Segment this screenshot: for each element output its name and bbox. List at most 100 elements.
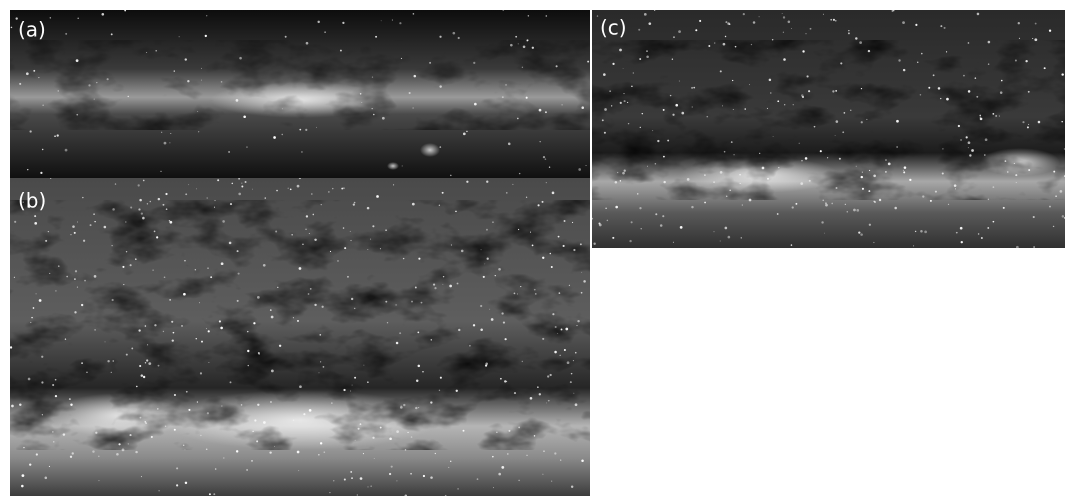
- star: [576, 325, 577, 326]
- star: [735, 46, 737, 48]
- star: [151, 436, 153, 438]
- star: [314, 239, 316, 241]
- star: [99, 480, 100, 481]
- star: [639, 58, 641, 60]
- star: [946, 51, 947, 52]
- star: [344, 247, 346, 249]
- star: [866, 119, 867, 120]
- star: [1014, 163, 1015, 164]
- star: [115, 183, 116, 184]
- star: [979, 115, 981, 117]
- star: [223, 458, 224, 459]
- star: [131, 348, 133, 350]
- star: [896, 146, 897, 147]
- star: [39, 299, 42, 302]
- star: [329, 492, 330, 493]
- star: [903, 69, 905, 71]
- star: [185, 58, 187, 60]
- star: [873, 242, 874, 243]
- star: [827, 157, 828, 158]
- star: [185, 482, 187, 484]
- star: [376, 195, 379, 198]
- star: [350, 240, 351, 241]
- star: [94, 221, 95, 222]
- star: [31, 317, 32, 318]
- star: [124, 10, 126, 12]
- star: [802, 50, 804, 52]
- star: [74, 311, 76, 313]
- star: [518, 480, 520, 482]
- star: [414, 75, 417, 78]
- star: [361, 102, 362, 103]
- star: [367, 249, 368, 250]
- star: [306, 215, 308, 217]
- star: [777, 213, 779, 215]
- star: [833, 19, 835, 21]
- star: [42, 149, 43, 150]
- star: [154, 231, 156, 233]
- star: [174, 429, 176, 431]
- star: [206, 15, 207, 16]
- star: [70, 404, 72, 406]
- star: [350, 390, 351, 391]
- star: [185, 449, 186, 450]
- star: [238, 193, 241, 196]
- star: [534, 289, 536, 291]
- star: [435, 453, 436, 454]
- star: [987, 227, 989, 229]
- star: [297, 185, 300, 188]
- star: [122, 449, 125, 452]
- star: [308, 293, 310, 295]
- star: [324, 32, 325, 33]
- star: [457, 283, 459, 285]
- star: [143, 376, 145, 378]
- star: [208, 362, 209, 363]
- star: [270, 309, 272, 311]
- star: [207, 268, 208, 269]
- star: [155, 50, 157, 52]
- star: [183, 445, 184, 446]
- star: [708, 45, 710, 47]
- star: [550, 253, 552, 255]
- star: [431, 339, 432, 340]
- star: [70, 234, 71, 235]
- star: [58, 90, 59, 91]
- star: [495, 275, 496, 276]
- star: [237, 300, 239, 302]
- star: [741, 237, 742, 238]
- star: [27, 169, 28, 170]
- star: [328, 191, 330, 193]
- star: [1053, 171, 1055, 173]
- star: [291, 234, 293, 236]
- star: [968, 42, 970, 44]
- star: [915, 231, 916, 232]
- star: [480, 305, 482, 307]
- star: [809, 180, 811, 182]
- star: [985, 138, 988, 141]
- star: [297, 320, 299, 322]
- star: [74, 278, 76, 280]
- star: [126, 354, 128, 356]
- star: [532, 245, 534, 247]
- star: [691, 87, 693, 89]
- star: [946, 98, 949, 101]
- star: [1025, 60, 1027, 62]
- star: [913, 245, 914, 246]
- star: [744, 108, 746, 110]
- star: [353, 204, 355, 206]
- star: [306, 42, 309, 45]
- star: [201, 341, 203, 343]
- star: [963, 75, 965, 77]
- star: [276, 190, 278, 192]
- star: [282, 134, 283, 135]
- star: [1022, 121, 1024, 123]
- star: [966, 136, 968, 138]
- star: [612, 237, 614, 239]
- star: [279, 345, 281, 347]
- star: [288, 188, 289, 189]
- star: [237, 250, 239, 252]
- star: [861, 88, 862, 89]
- star: [156, 236, 158, 238]
- star: [94, 275, 97, 278]
- star: [363, 453, 364, 454]
